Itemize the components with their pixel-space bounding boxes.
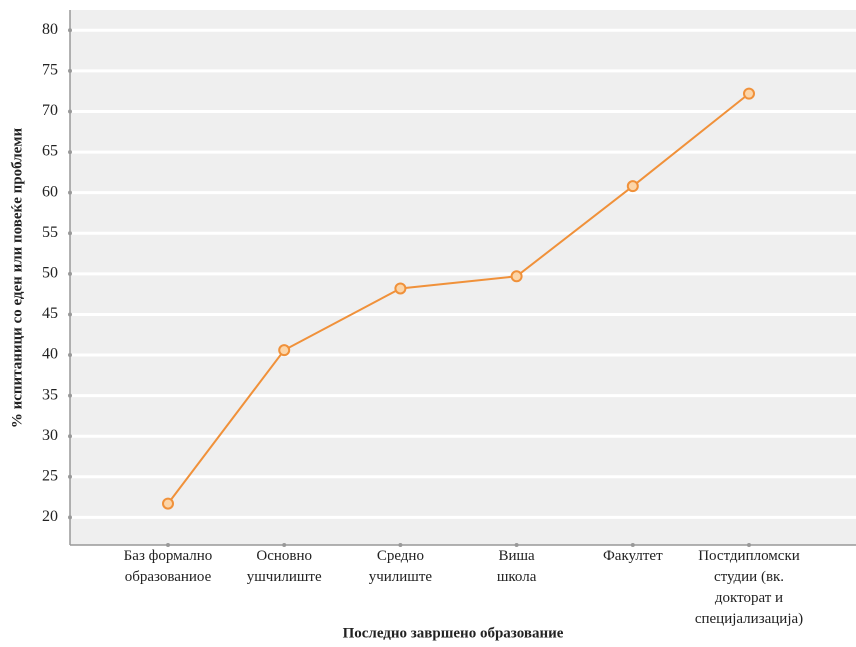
- y-tick-label: 30: [42, 427, 58, 444]
- y-tick-label: 70: [42, 102, 58, 119]
- y-tick-label: 60: [42, 183, 58, 200]
- y-tick-label: 35: [42, 386, 58, 403]
- x-tick: [514, 543, 519, 547]
- x-axis-title: Последно завршено образование: [343, 625, 564, 641]
- x-tick-label: Факултет: [603, 548, 663, 564]
- y-tick-label: 25: [42, 467, 58, 484]
- x-tick-label: Основно ушчилиште: [247, 548, 322, 585]
- marker: [626, 180, 639, 193]
- x-tick: [166, 543, 170, 547]
- y-tick-label: 55: [42, 224, 58, 241]
- y-axis-title: % испитаници со еден или повеќе проблеми: [9, 128, 25, 429]
- marker: [510, 270, 523, 283]
- marker: [278, 344, 291, 357]
- x-tick: [630, 543, 635, 547]
- y-tick-label: 20: [42, 508, 58, 525]
- x-tick-label: Баз формално образованиое: [124, 548, 213, 585]
- y-tick-label: 40: [42, 346, 58, 363]
- y-tick-label: 80: [42, 21, 58, 38]
- y-tick-label: 75: [42, 62, 58, 79]
- marker: [743, 87, 755, 100]
- marker: [394, 282, 407, 295]
- y-tick-label: 50: [42, 265, 58, 282]
- y-tick-label: 65: [42, 143, 58, 160]
- x-tick: [747, 543, 751, 547]
- x-tick-label: Виша школа: [497, 548, 537, 585]
- y-tick-label: 45: [42, 305, 58, 322]
- x-tick: [282, 543, 287, 547]
- marker: [162, 497, 174, 510]
- x-tick: [398, 543, 403, 547]
- line: [167, 92, 750, 505]
- plot-background: [70, 10, 856, 545]
- x-tick-label: Средно училиште: [369, 548, 433, 585]
- x-tick-label: Постдипломски студии (вк. докторат и специј…: [695, 548, 803, 627]
